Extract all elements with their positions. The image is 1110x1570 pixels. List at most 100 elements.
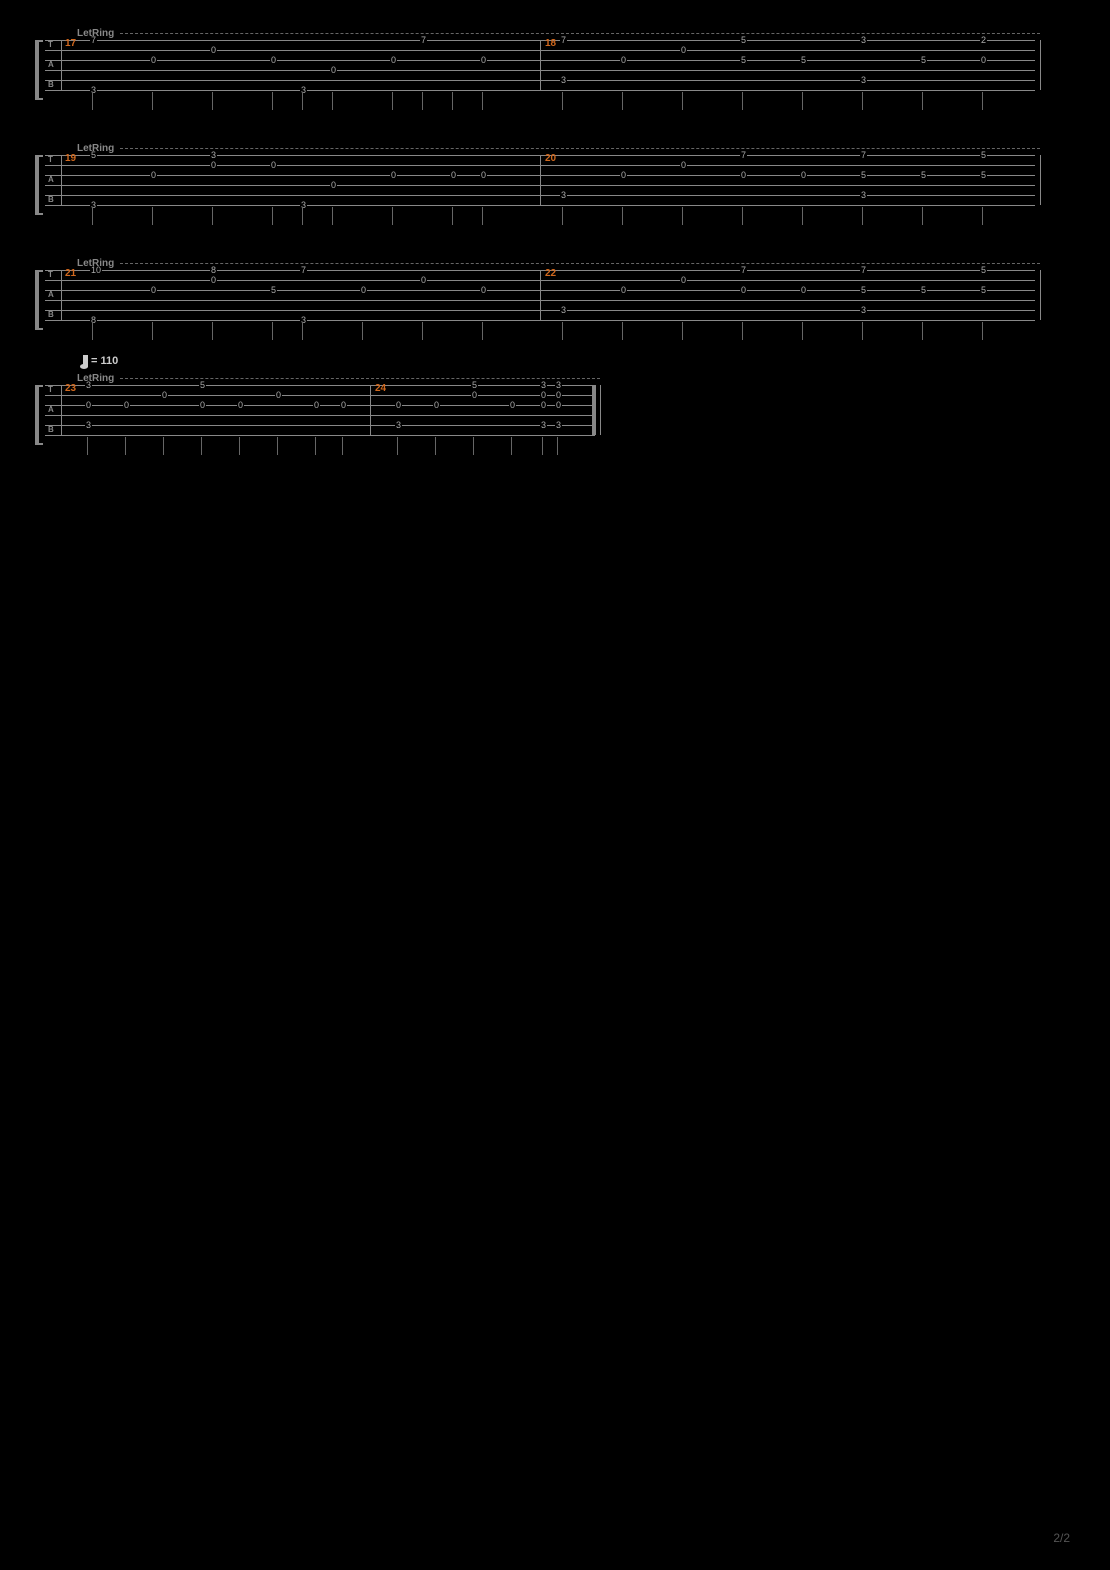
fret-number: 0 [210,161,217,170]
systems-container: LetRingTAB17730003007018730055533520LetR… [35,40,1075,445]
stem [802,92,803,110]
tab-letter: B [48,425,54,435]
barline [370,385,371,435]
stem [562,207,563,225]
fret-number: 0 [85,401,92,410]
stem [452,92,453,110]
stem [473,437,474,455]
stem [422,92,423,110]
stem [982,322,983,340]
fret-number: 8 [210,266,217,275]
staff-system: LetRingTAB17730003007018730055533520 [35,40,1035,100]
measure-number: 20 [545,153,556,164]
fret-number: 5 [740,36,747,45]
tab-letter: A [48,290,54,300]
stem [622,92,623,110]
fret-number: 3 [560,76,567,85]
stem [239,437,240,455]
fret-number: 5 [740,56,747,65]
fret-number: 0 [555,391,562,400]
tab-staff: TAB2110808057300022300700753555 [35,270,1035,330]
fret-number: 0 [390,171,397,180]
measure-number: 17 [65,38,76,49]
measure-number: 24 [375,383,386,394]
fret-number: 0 [313,401,320,410]
stem [682,92,683,110]
fret-number: 5 [980,151,987,160]
fret-number: 5 [920,171,927,180]
fret-number: 5 [471,381,478,390]
fret-number: 0 [420,276,427,285]
barline [600,385,601,435]
stem [862,92,863,110]
tab-letter: B [48,310,54,320]
stem [362,322,363,340]
fret-number: 0 [270,161,277,170]
fret-number: 0 [433,401,440,410]
fret-number: 0 [480,56,487,65]
stem [212,322,213,340]
stem [332,207,333,225]
stem [542,437,543,455]
fret-number: 7 [560,36,567,45]
tablature-page: LetRingTAB17730003007018730055533520LetR… [0,0,1110,445]
barline [1040,270,1041,320]
stem [87,437,88,455]
tab-letter: A [48,60,54,70]
stem [152,322,153,340]
fret-number: 3 [560,191,567,200]
fret-number: 0 [340,401,347,410]
stem [212,92,213,110]
fret-number: 0 [471,391,478,400]
fret-number: 3 [555,381,562,390]
fret-number: 5 [980,171,987,180]
stem [482,92,483,110]
tab-letter: T [48,40,53,50]
fret-number: 0 [800,286,807,295]
letring-line [120,378,600,379]
stem [862,322,863,340]
fret-number: 3 [85,381,92,390]
fret-number: 0 [330,66,337,75]
fret-number: 2 [980,36,987,45]
fret-number: 3 [860,306,867,315]
stem [922,92,923,110]
fret-number: 0 [450,171,457,180]
fret-number: 0 [800,171,807,180]
fret-number: 0 [540,401,547,410]
fret-number: 3 [85,421,92,430]
fret-number: 0 [555,401,562,410]
stem [742,322,743,340]
fret-number: 7 [860,151,867,160]
stem [392,207,393,225]
stem [922,207,923,225]
barline [1040,155,1041,205]
system-bracket [35,40,43,100]
tab-letter: T [48,270,53,280]
fret-number: 0 [199,401,206,410]
fret-number: 0 [275,391,282,400]
fret-number: 5 [920,286,927,295]
measure-number: 22 [545,268,556,279]
fret-number: 0 [740,171,747,180]
stem [277,437,278,455]
fret-number: 0 [740,286,747,295]
page-number: 2/2 [1053,1531,1070,1545]
stem [315,437,316,455]
letring-line [120,33,1040,34]
fret-number: 0 [330,181,337,190]
stem [452,207,453,225]
barline [540,155,541,205]
stem [622,322,623,340]
barline [540,270,541,320]
tab-letter: T [48,155,53,165]
tab-letter: B [48,195,54,205]
fret-number: 0 [480,171,487,180]
fret-number: 3 [555,421,562,430]
tab-letter: A [48,405,54,415]
stem [862,207,863,225]
tab-staff: TAB17730003007018730055533520 [35,40,1035,100]
fret-number: 0 [150,56,157,65]
system-bracket [35,270,43,330]
measure-number: 19 [65,153,76,164]
